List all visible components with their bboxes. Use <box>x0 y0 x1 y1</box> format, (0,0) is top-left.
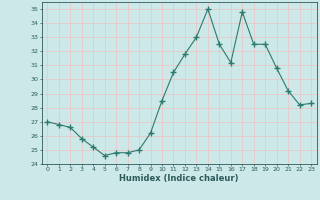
X-axis label: Humidex (Indice chaleur): Humidex (Indice chaleur) <box>119 174 239 183</box>
